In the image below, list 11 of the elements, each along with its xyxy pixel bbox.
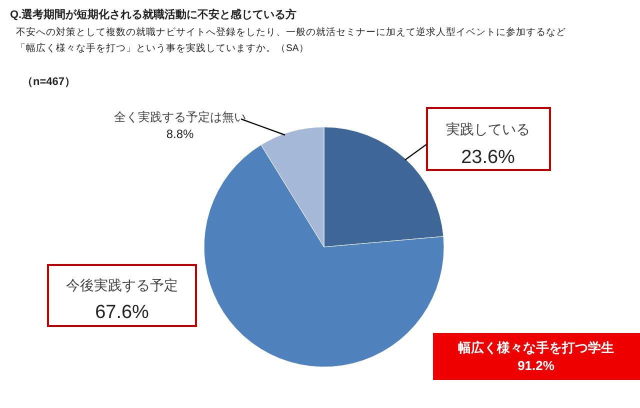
chart-subtitle: 不安への対策として複数の就職ナビサイトへ登録をしたり、一般の就活セミナーに加えて逆求人型イベントに参加するなど	[16, 26, 566, 38]
text: 幅広く様々な手を打つ学生 91.2%	[458, 340, 614, 373]
text: 「幅広く様々な手を打つ」という事を実践していますか。（SA）	[16, 42, 309, 54]
data-label: 67.6%	[95, 302, 150, 323]
slice-label: 実践している	[446, 121, 530, 137]
slice-label: 今後実践する予定	[66, 277, 178, 293]
slice-label: 全く実践する予定は無い	[114, 110, 246, 124]
data-label: 8.8%	[166, 127, 194, 141]
chart-title: Q.選考期間が短期化される就職活動に不安と感じている方	[10, 8, 297, 21]
data-label: 23.6%	[461, 147, 516, 168]
text: （n=467）	[22, 76, 76, 88]
